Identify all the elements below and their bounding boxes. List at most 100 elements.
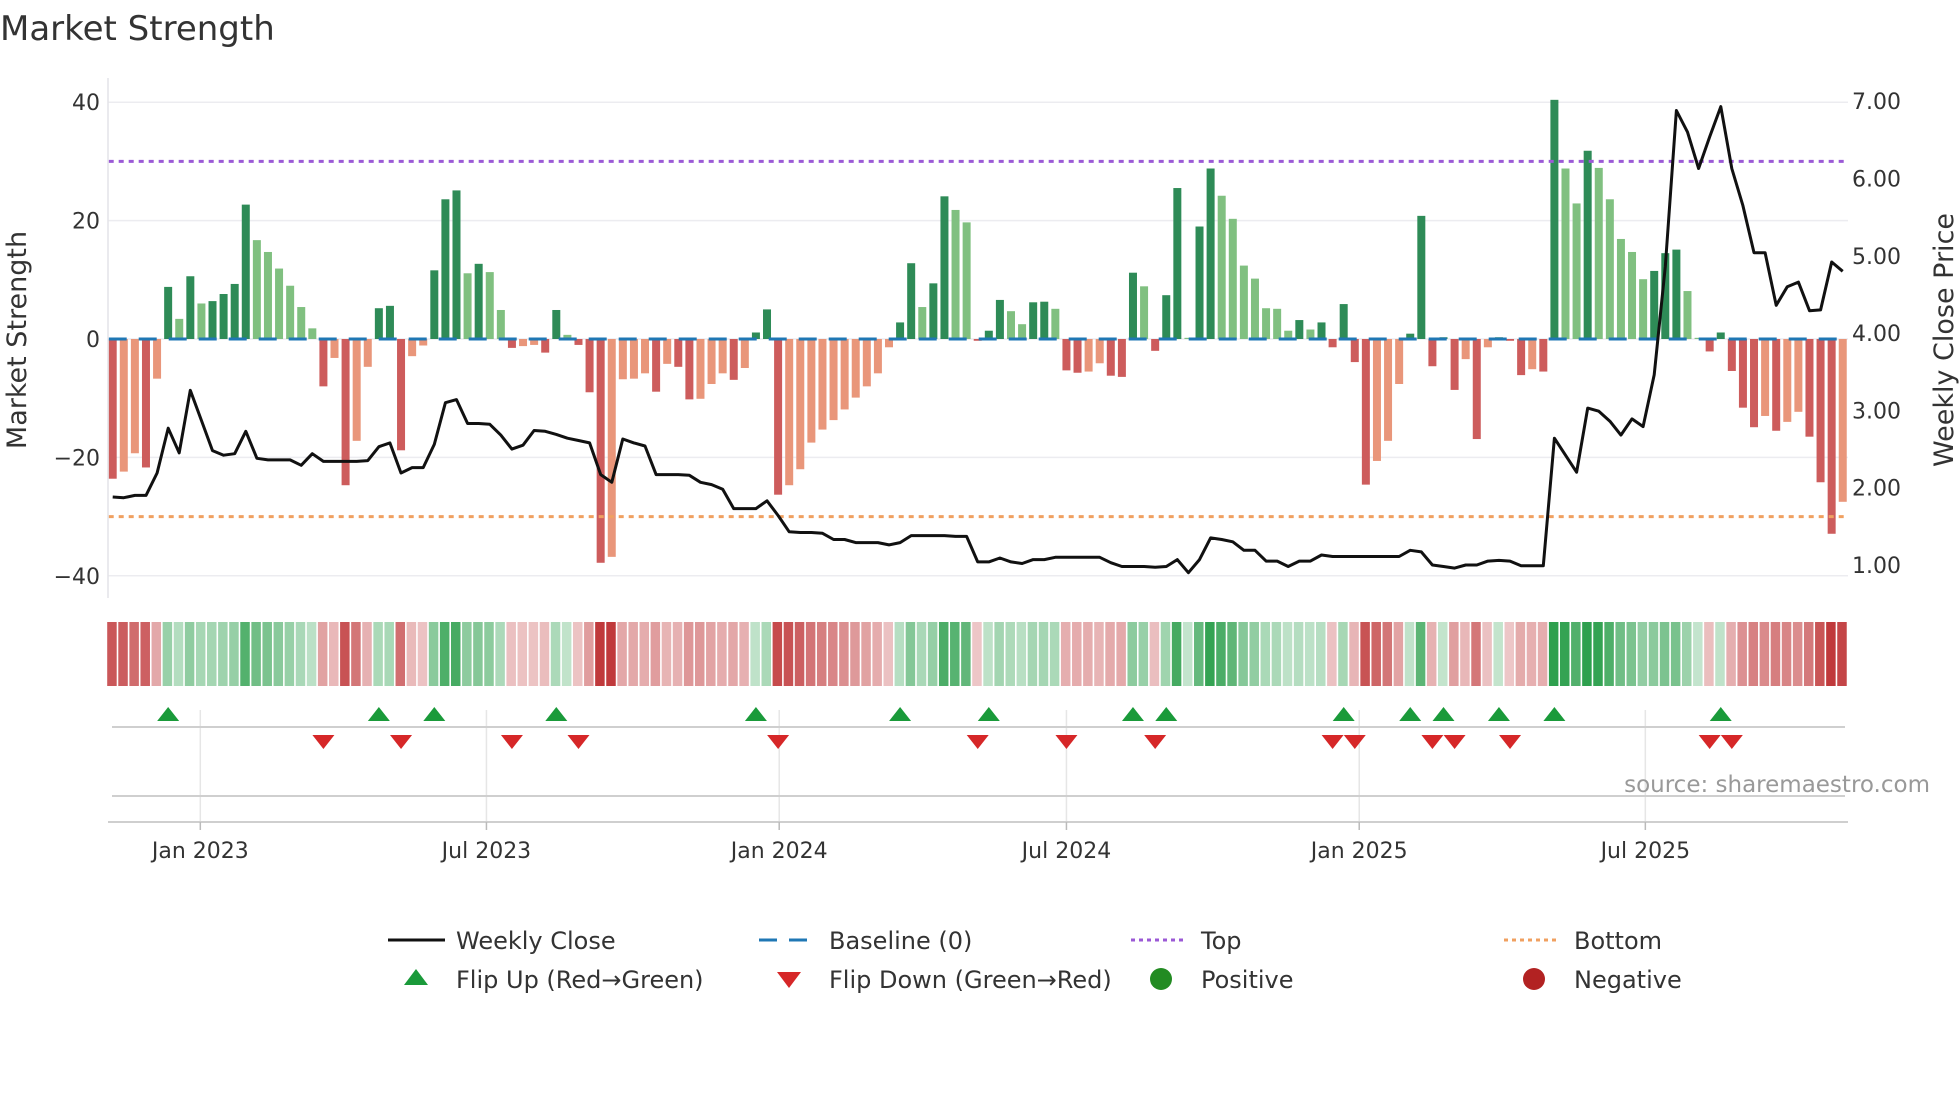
strip-cell xyxy=(872,622,882,686)
strip-cell xyxy=(1060,622,1071,686)
strength-bar xyxy=(1683,291,1692,339)
strip-cell xyxy=(1604,622,1614,686)
strip-cell xyxy=(1426,622,1437,686)
strength-bar xyxy=(1605,199,1614,339)
strip-cell xyxy=(750,622,760,686)
flip-up-marker xyxy=(744,707,767,721)
strip-cell xyxy=(1770,622,1781,686)
strip-cell xyxy=(650,622,661,686)
strength-bar xyxy=(164,286,173,339)
flip-up-marker xyxy=(1332,707,1355,721)
strip-cell xyxy=(1293,622,1304,686)
strength-bar xyxy=(1051,308,1060,339)
strength-bar xyxy=(330,339,339,358)
strength-bar xyxy=(774,339,783,495)
flip-up-marker xyxy=(423,707,446,721)
y-tick-label: −40 xyxy=(54,565,100,590)
source-credit: source: sharemaestro.com xyxy=(1624,772,1930,798)
strip-cell xyxy=(628,622,638,686)
strength-bar xyxy=(862,339,871,387)
strip-cell xyxy=(395,622,406,686)
strength-bar xyxy=(1650,270,1659,339)
strength-bar xyxy=(363,339,372,367)
strength-bar xyxy=(1295,320,1304,339)
strength-bar xyxy=(1372,339,1381,461)
strip-cell xyxy=(550,622,561,686)
strip-cell xyxy=(1282,622,1293,686)
flip-down-marker xyxy=(567,735,590,749)
flip-up-marker xyxy=(1543,707,1566,721)
strength-bar xyxy=(1339,304,1348,339)
strength-bar xyxy=(674,339,683,367)
strength-bar xyxy=(585,339,594,393)
strip-cell xyxy=(883,622,893,686)
strip-cell xyxy=(1837,622,1847,686)
strip-cell xyxy=(1316,622,1326,686)
strip-cell xyxy=(1182,622,1193,686)
strip-cell xyxy=(1127,622,1137,686)
y2-tick-label: 3.00 xyxy=(1852,399,1901,424)
strip-cell xyxy=(1759,622,1770,686)
strip-cell xyxy=(894,622,905,686)
flip-down-marker xyxy=(500,735,523,749)
strip-cell xyxy=(1659,622,1670,686)
strip-cell xyxy=(184,622,195,686)
strip-cell xyxy=(317,622,328,686)
weekly-close-line xyxy=(112,105,1844,575)
strip-cell xyxy=(1460,622,1470,686)
strip-cell xyxy=(1249,622,1259,686)
strip-cell xyxy=(107,622,117,686)
strip-cell xyxy=(1571,622,1581,686)
strength-bar xyxy=(1117,339,1126,377)
flip-down-marker xyxy=(1055,735,1078,749)
strip-cell xyxy=(1171,622,1182,686)
strip-cell xyxy=(428,622,439,686)
strip-cell xyxy=(1537,622,1548,686)
strength-bar xyxy=(1750,339,1759,428)
strength-bar xyxy=(1450,339,1459,390)
y-tick-label: 20 xyxy=(72,210,100,235)
strip-cell xyxy=(1304,622,1315,686)
strength-bar xyxy=(275,268,284,339)
strength-bar xyxy=(1195,226,1204,339)
strip-cell xyxy=(606,622,616,686)
strip-cell xyxy=(1792,622,1803,686)
strip-cell xyxy=(1471,622,1481,686)
strength-bar xyxy=(530,339,539,345)
strength-bar xyxy=(230,283,239,339)
flip-down-marker xyxy=(1499,735,1522,749)
strength-bar xyxy=(507,339,516,348)
strip-cell xyxy=(1438,622,1448,686)
strength-bar xyxy=(463,273,472,339)
x-tick-label: Jul 2025 xyxy=(1599,839,1691,864)
strength-bar xyxy=(1761,339,1770,416)
strip-cell xyxy=(1005,622,1015,686)
strength-bar xyxy=(1217,195,1226,339)
strength-bar xyxy=(552,309,561,339)
legend-flip-down: Flip Down (Green→Red) xyxy=(829,966,1112,994)
strip-cell xyxy=(439,622,450,686)
strength-bar xyxy=(1406,333,1415,339)
strip-cell xyxy=(994,622,1004,686)
strength-bar xyxy=(652,339,661,392)
strength-bar xyxy=(319,339,328,387)
strength-bar xyxy=(1572,203,1581,339)
strength-bar xyxy=(1583,150,1592,339)
strip-cell xyxy=(162,622,173,686)
strip-cell xyxy=(938,622,949,686)
axes: 40 20 0 −20 −40 7.00 6.00 5.00 4.00 3.00 2.00 1.00 J… xyxy=(54,78,1901,864)
y2-tick-label: 5.00 xyxy=(1852,245,1901,270)
strip-cell xyxy=(384,622,394,686)
y2-tick-label: 2.00 xyxy=(1852,477,1901,502)
strength-bar xyxy=(1827,339,1836,534)
strip-cell xyxy=(351,622,361,686)
strength-bar xyxy=(1517,339,1526,376)
strip-cell xyxy=(1693,622,1703,686)
strip-cell xyxy=(694,622,705,686)
strength-bar xyxy=(1594,167,1603,339)
strength-bar xyxy=(1694,337,1703,339)
legend-bottom: Bottom xyxy=(1574,927,1662,955)
strength-bar xyxy=(485,272,494,339)
flip-up-marker xyxy=(977,707,1000,721)
strip-cell xyxy=(794,622,805,686)
